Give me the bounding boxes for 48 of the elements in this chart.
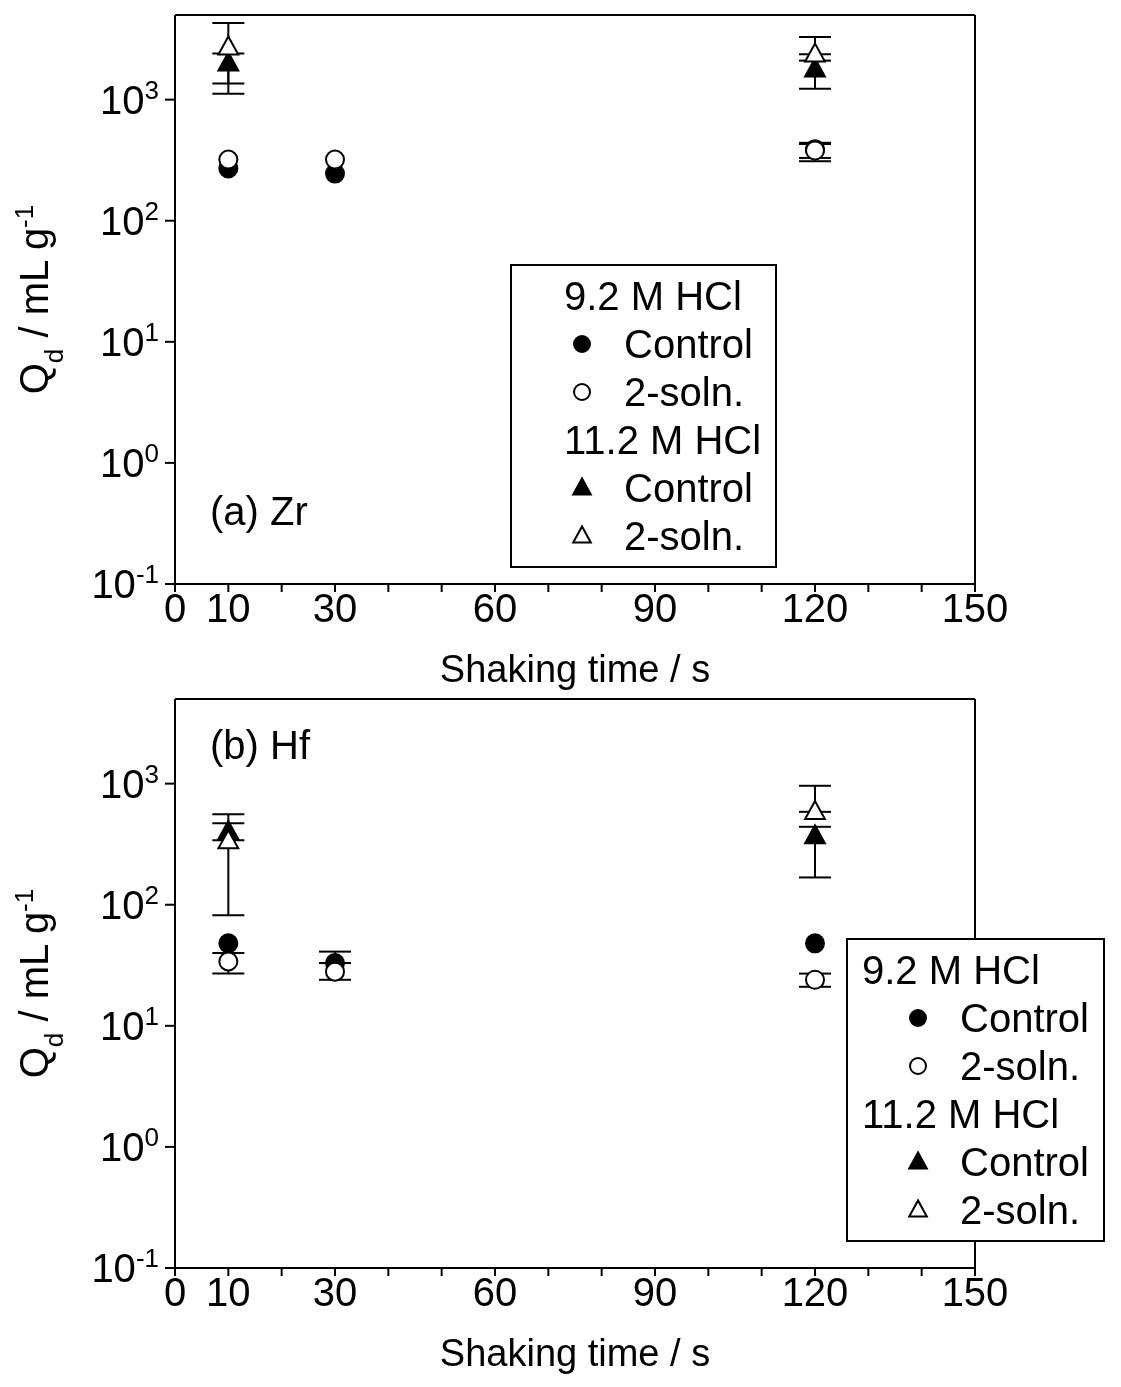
x-tick-label: 150 — [941, 586, 1009, 631]
x-tick-label: 30 — [312, 586, 358, 631]
legend-label: 2-soln. — [624, 369, 745, 416]
annotation: 11.2 M HCl — [564, 418, 762, 462]
point — [804, 824, 826, 845]
x-axis-title: Shaking time / s — [439, 1332, 711, 1374]
point — [217, 829, 240, 850]
y-tick-label: 10$^{-1}$ — [91, 1243, 159, 1290]
legend-label: 2-soln. — [624, 513, 745, 560]
annotation: (b) Hf — [210, 723, 310, 768]
legend-label: Control — [960, 1139, 1089, 1186]
annotation: 11.2 M HCl — [862, 1092, 1060, 1136]
x-tick-label: 30 — [312, 1270, 358, 1315]
legend-label: Control — [624, 465, 753, 512]
x-tick-label: 120 — [781, 586, 849, 631]
x-tick-label: 60 — [472, 1270, 518, 1315]
point — [218, 951, 239, 972]
legend-label: 2-soln. — [960, 1187, 1081, 1234]
point — [804, 800, 826, 821]
x-tick-label: 60 — [472, 586, 518, 631]
x-tick-label: 90 — [632, 586, 678, 631]
y-tick-label: 10$^{3}$ — [100, 74, 159, 122]
point — [805, 969, 825, 990]
y-tick-label: 10$^{-1}$ — [91, 559, 159, 606]
annotation: (a) Zr — [210, 489, 308, 534]
y-tick-label: 10$^{3}$ — [100, 758, 159, 806]
legend-label: Control — [960, 995, 1089, 1042]
annotation: 9.2 M HCl — [862, 948, 1040, 992]
x-tick-label: 10 — [206, 586, 251, 631]
x-tick-label: 10 — [206, 1270, 251, 1315]
legend-label: Control — [624, 321, 753, 368]
y-tick-label: 10$^{1}$ — [100, 316, 159, 364]
annotation: 9.2 M HCl — [564, 274, 742, 318]
y-tick-label: 10$^{2}$ — [100, 195, 159, 243]
legend-label: 2-soln. — [960, 1043, 1081, 1090]
y-tick-label: 10$^{0}$ — [100, 437, 159, 485]
point — [218, 933, 239, 954]
x-tick-label: 150 — [941, 1270, 1009, 1315]
x-tick-label: 90 — [632, 1270, 678, 1315]
y-tick-label: 10$^{0}$ — [100, 1121, 159, 1169]
x-axis-title: Shaking time / s — [439, 648, 711, 690]
y-tick-label: 10$^{1}$ — [100, 1000, 159, 1048]
x-tick-label: 0 — [163, 586, 187, 631]
y-tick-label: 10$^{2}$ — [100, 879, 159, 927]
x-tick-label: 120 — [781, 1270, 849, 1315]
point — [805, 933, 825, 954]
point — [325, 961, 345, 982]
x-tick-label: 0 — [163, 1270, 187, 1315]
